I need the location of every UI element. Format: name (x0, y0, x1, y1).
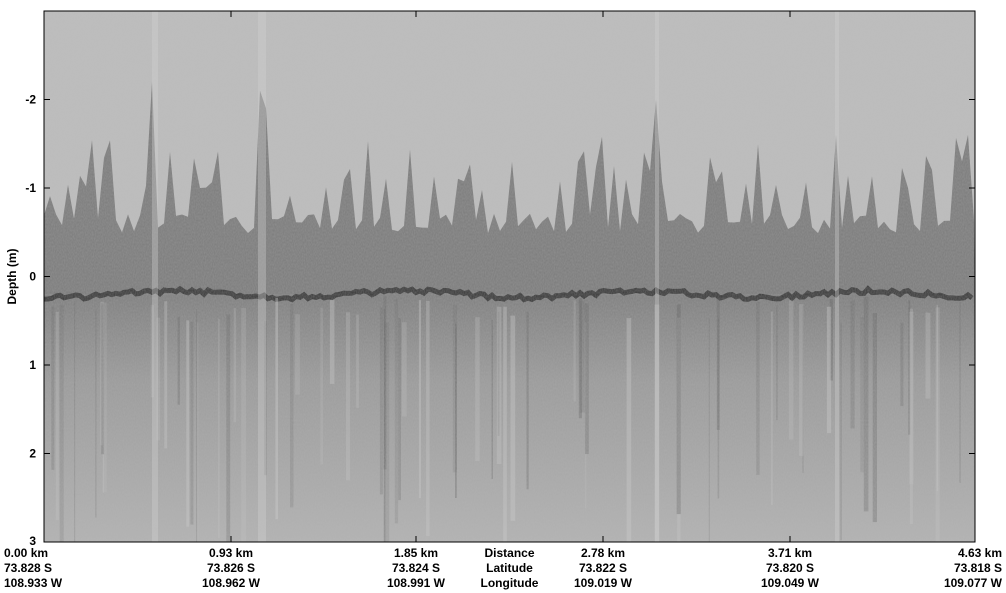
x-latitude-label: Latitude (486, 561, 533, 575)
x-distance-label: 0.00 km (4, 546, 49, 560)
x-distance-label: 4.63 km (957, 546, 1002, 560)
x-distance-label: 2.78 km (580, 546, 626, 560)
x-latitude-label: 73.822 S (578, 561, 628, 575)
x-distance-label: Distance (484, 546, 535, 560)
x-latitude-label: 73.818 S (953, 561, 1002, 575)
x-tick-block: 4.63 km 73.818 S 109.077 W (892, 546, 1002, 591)
x-tick-block: 0.93 km 73.826 S 108.962 W (176, 546, 286, 591)
y-tick-label: -1 (25, 181, 36, 195)
x-longitude-label: 108.991 W (386, 576, 445, 590)
echogram-image (44, 11, 975, 542)
x-longitude-label: 108.933 W (4, 576, 63, 590)
x-tick-block: 2.78 km 73.822 S 109.019 W (548, 546, 658, 591)
x-distance-label: 3.71 km (767, 546, 813, 560)
x-distance-label: 1.85 km (393, 546, 438, 560)
x-tick-block: 0.00 km 73.828 S 108.933 W (4, 546, 114, 591)
speckle-noise (44, 11, 975, 542)
y-tick-label: -2 (25, 93, 36, 107)
y-tick-label: 2 (29, 447, 36, 461)
x-longitude-label: 109.019 W (573, 576, 633, 590)
x-tick-block: 3.71 km 73.820 S 109.049 W (735, 546, 845, 591)
x-latitude-label: 73.820 S (765, 561, 815, 575)
y-tick-label: 1 (29, 358, 36, 372)
x-longitude-label: 109.049 W (760, 576, 820, 590)
x-distance-label: 0.93 km (208, 546, 254, 560)
y-axis-label: Depth (m) (5, 249, 19, 305)
x-latitude-label: 73.826 S (206, 561, 256, 575)
x-longitude-label: Longitude (480, 576, 539, 590)
x-latitude-label: 73.828 S (4, 561, 53, 575)
x-tick-block: 1.85 km 73.824 S 108.991 W (361, 546, 471, 591)
y-tick-label: 0 (29, 270, 36, 284)
y-axis: -2 -1 0 1 2 3 (25, 11, 976, 548)
x-row-labels: Distance Latitude Longitude (455, 546, 565, 591)
x-longitude-label: 108.962 W (201, 576, 261, 590)
x-latitude-label: 73.824 S (391, 561, 440, 575)
x-longitude-label: 109.077 W (943, 576, 1002, 590)
y-tick-label: 3 (29, 534, 36, 548)
